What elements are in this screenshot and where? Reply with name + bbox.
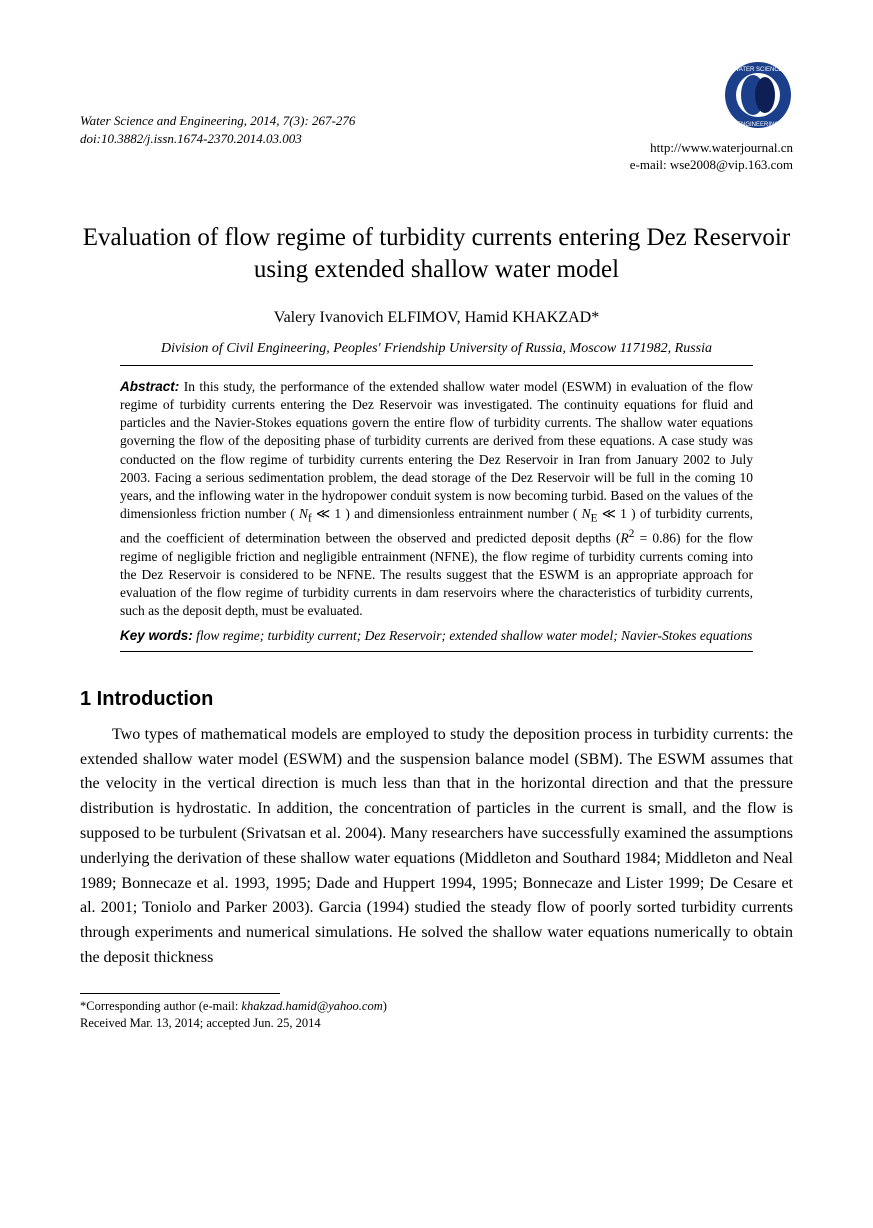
journal-doi: doi:10.3882/j.issn.1674-2370.2014.03.003 [80,130,355,148]
journal-citation: Water Science and Engineering, 2014, 7(3… [80,60,355,147]
abstract-label: Abstract: [120,379,179,394]
corresponding-author: *Corresponding author (e-mail: khakzad.h… [80,998,793,1016]
corresponding-email: khakzad.hamid@yahoo.com [241,999,382,1013]
corresponding-close: ) [383,999,387,1013]
received-dates: Received Mar. 13, 2014; accepted Jun. 25… [80,1015,793,1033]
svg-text:ENGINEERING: ENGINEERING [737,122,779,128]
footnote-block: *Corresponding author (e-mail: khakzad.h… [80,998,793,1033]
section-1-paragraph: Two types of mathematical models are emp… [80,723,793,971]
journal-logo-icon: WATER SCIENCE ENGINEERING [723,60,793,135]
keywords: Key words: flow regime; turbidity curren… [120,627,753,645]
author-list: Valery Ivanovich ELFIMOV, Hamid KHAKZAD* [80,309,793,327]
journal-line-1: Water Science and Engineering, 2014, 7(3… [80,112,355,130]
abstract-ne-sub: E [591,513,598,525]
divider-top [120,365,753,366]
abstract-nf: N [299,506,308,521]
svg-text:WATER SCIENCE: WATER SCIENCE [733,67,782,73]
footnote-separator [80,993,280,994]
keywords-text: flow regime; turbidity current; Dez Rese… [193,628,753,643]
abstract-ne-rel: ≪ 1 [598,506,627,521]
journal-email: e-mail: wse2008@vip.163.com [630,156,793,174]
abstract-text-1: In this study, the performance of the ex… [120,379,753,522]
paper-title: Evaluation of flow regime of turbidity c… [80,222,793,287]
abstract-nf-rel: ≪ 1 [312,506,341,521]
section-1-heading: 1 Introduction [80,688,793,711]
divider-bottom [120,651,753,652]
abstract: Abstract: In this study, the performance… [120,378,753,621]
corresponding-label: *Corresponding author (e-mail: [80,999,241,1013]
journal-logo-block: WATER SCIENCE ENGINEERING http://www.wat… [630,60,793,174]
journal-url: http://www.waterjournal.cn [630,139,793,157]
keywords-label: Key words: [120,628,193,643]
page-header: Water Science and Engineering, 2014, 7(3… [80,60,793,174]
affiliation: Division of Civil Engineering, Peoples' … [80,341,793,357]
abstract-r2: R [621,531,629,546]
abstract-ne: N [582,506,591,521]
abstract-text-2: ) and dimensionless entrainment number ( [341,506,581,521]
